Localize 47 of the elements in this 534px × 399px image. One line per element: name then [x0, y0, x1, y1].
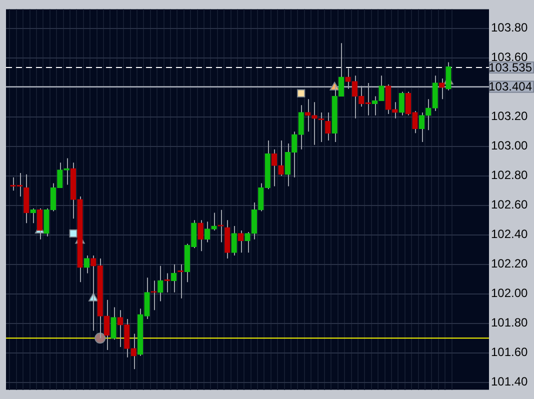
candlestick [158, 265, 164, 302]
candlestick [446, 62, 452, 91]
y-tick-label: 102.40 [491, 227, 528, 242]
y-tick-label: 102.00 [491, 286, 528, 300]
candlestick [345, 68, 351, 90]
ref-line-label: 103.404 [488, 80, 532, 94]
candlestick [211, 212, 217, 231]
candlestick [218, 209, 224, 243]
candlestick [438, 78, 445, 100]
candlestick [418, 112, 425, 142]
candlestick [24, 174, 30, 224]
candlestick [150, 280, 157, 311]
candlestick [130, 333, 136, 370]
candlestick [385, 84, 392, 114]
candlestick [278, 140, 284, 176]
y-tick-label: 103.00 [491, 138, 528, 153]
candlestick [392, 102, 398, 119]
candlestick [224, 220, 230, 260]
candlestick [238, 230, 244, 254]
y-tick-label: 102.60 [491, 198, 528, 212]
candlestick [298, 104, 304, 150]
y-tick-label: 102.80 [491, 168, 528, 182]
y-tick-label: 103.80 [491, 20, 528, 35]
candlestick [204, 221, 210, 243]
y-tick-label: 101.80 [491, 316, 528, 330]
ref-line-label: 103.535 [488, 60, 532, 74]
candlestick [170, 264, 177, 293]
point [94, 332, 106, 344]
candlestick [110, 306, 116, 340]
candlestick [84, 255, 90, 274]
y-tick-label: 101.60 [491, 345, 528, 360]
candlestick [432, 75, 438, 112]
point [69, 229, 78, 238]
candlestick [398, 91, 404, 116]
y-tick-label: 102.20 [491, 256, 528, 271]
candlestick [104, 299, 110, 350]
candlestick [312, 102, 318, 146]
candlestick [244, 231, 250, 254]
candlestick [198, 220, 204, 252]
candlestick [426, 98, 432, 131]
y-tick-label: 101.40 [491, 374, 528, 389]
candlestick [36, 208, 43, 240]
y-tick-label: 103.20 [491, 109, 528, 124]
candlestick [271, 148, 278, 187]
point [297, 89, 306, 98]
candlestick [325, 112, 331, 141]
candlestick [231, 226, 237, 256]
